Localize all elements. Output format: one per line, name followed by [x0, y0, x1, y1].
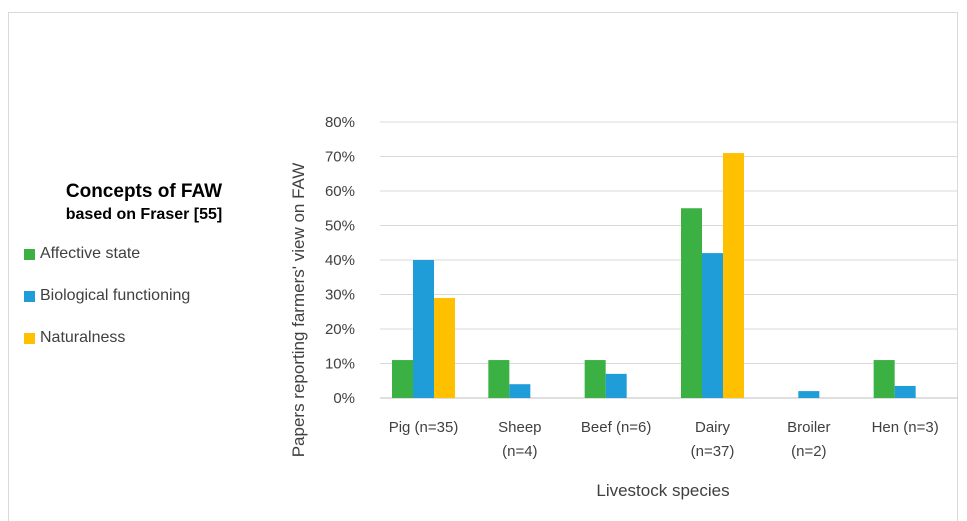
x-tick-label-line: (n=37) — [691, 443, 735, 460]
legend-item-naturalness: Naturalness — [24, 327, 264, 349]
bar-biological-functioning — [798, 391, 820, 398]
legend-item-biological-functioning: Biological functioning — [24, 285, 264, 307]
bar-naturalness — [723, 153, 744, 398]
legend-label-affective-state: Affective state — [40, 245, 141, 263]
bar-biological-functioning — [509, 384, 531, 398]
legend-title-line2: based on Fraser [55] — [65, 205, 223, 223]
y-axis-title: Papers reporting farmers' view on FAW — [289, 163, 308, 458]
legend-swatch-naturalness — [24, 332, 35, 344]
bar-affective-state — [873, 360, 895, 398]
y-tick-label: 20% — [325, 321, 355, 338]
y-tick-label: 30% — [325, 287, 355, 304]
bar-affective-state — [488, 360, 510, 398]
x-tick-label-line: Sheep — [498, 419, 541, 436]
x-tick-label: Sheep (n=4) — [498, 419, 541, 460]
y-tick-label: 10% — [325, 356, 355, 373]
legend-label-biological-functioning: Biological functioning — [40, 287, 191, 305]
bar-affective-state — [584, 360, 606, 398]
bar-biological-functioning — [605, 373, 627, 398]
x-tick-label: Hen (n=3) — [872, 419, 939, 436]
y-tick-label: 80% — [325, 114, 355, 131]
y-tick-label: 70% — [325, 149, 355, 166]
bar-biological-functioning — [702, 253, 723, 398]
x-tick-label-line: Beef (n=6) — [581, 419, 651, 436]
bar-naturalness — [434, 297, 455, 398]
x-tick-label-line: (n=4) — [502, 443, 537, 460]
x-tick-label: Dairy (n=37) — [691, 419, 735, 460]
x-tick-label-line: Broiler — [787, 419, 830, 436]
legend-swatch-biological-functioning — [24, 290, 35, 302]
bar-biological-functioning — [894, 385, 916, 398]
bar-biological-functioning — [413, 260, 434, 398]
legend-swatch-affective-state — [24, 248, 35, 260]
x-tick-label: Beef (n=6) — [581, 419, 651, 436]
x-tick-label: Pig (n=35) — [389, 419, 459, 436]
y-tick-label: 50% — [325, 218, 355, 235]
x-axis-title: Livestock species — [596, 481, 729, 500]
y-tick-label: 40% — [325, 252, 355, 269]
y-tick-label: 60% — [325, 183, 355, 200]
legend: Concepts of FAW based on Fraser [55] Aff… — [24, 180, 264, 369]
legend-title-line1: Concepts of FAW — [65, 181, 223, 202]
legend-item-affective-state: Affective state — [24, 243, 264, 265]
legend-items: Affective state Biological functioning N… — [24, 243, 264, 349]
bar-affective-state — [681, 208, 702, 398]
x-tick-label-line: Pig (n=35) — [389, 419, 459, 436]
x-tick-label-line: Dairy — [695, 419, 731, 436]
bar-affective-state — [392, 360, 413, 398]
x-tick-label-line: Hen (n=3) — [872, 419, 939, 436]
legend-title: Concepts of FAW based on Fraser [55] — [24, 180, 264, 225]
legend-label-naturalness: Naturalness — [40, 329, 126, 347]
chart-frame — [8, 12, 958, 521]
y-tick-label: 0% — [333, 390, 355, 407]
x-tick-label-line: (n=2) — [791, 443, 826, 460]
x-tick-label: Broiler (n=2) — [787, 419, 830, 460]
